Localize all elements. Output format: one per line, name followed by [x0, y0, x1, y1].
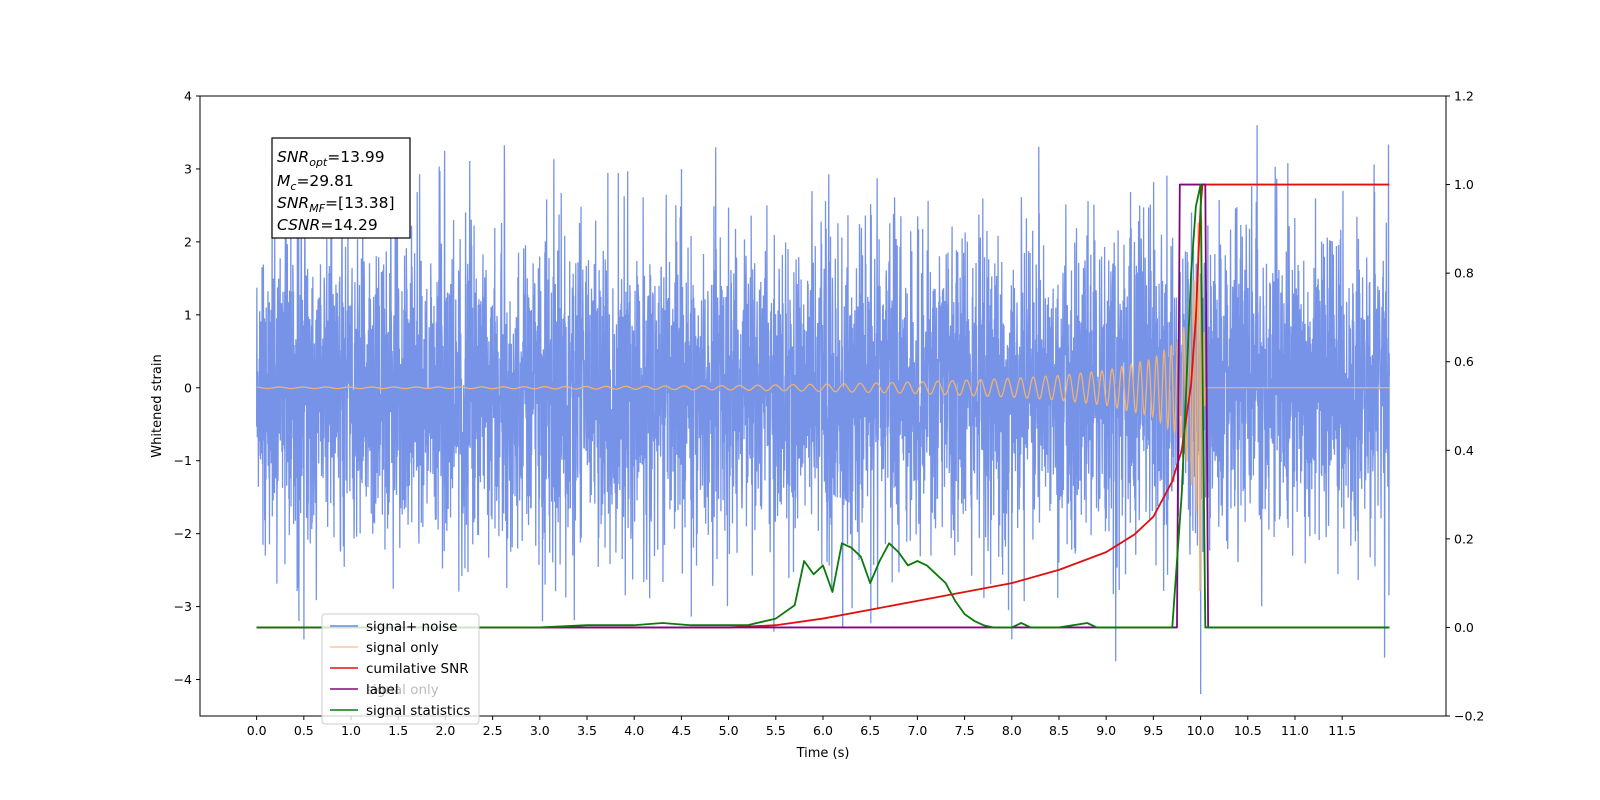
- x-tick-label: 0.0: [247, 723, 267, 738]
- y-tick-label: 2: [184, 234, 192, 249]
- x-tick-label: 11.0: [1281, 723, 1309, 738]
- y2-tick-label: 0.8: [1454, 266, 1474, 281]
- snr-mf-symbol: SNR: [277, 194, 309, 212]
- snr-opt-subscript: opt: [309, 156, 328, 169]
- snr-mf-value: =[13.38]: [325, 194, 394, 212]
- x-tick-label: 9.0: [1096, 723, 1116, 738]
- y-tick-label: 4: [184, 89, 192, 104]
- x-tick-label: 5.5: [766, 723, 786, 738]
- x-tick-label: 2.0: [435, 723, 455, 738]
- x-tick-label: 6.5: [860, 723, 880, 738]
- legend-label-signal-noise: signal+ noise: [366, 619, 457, 635]
- legend-label-signal-statistics: signal statistics: [366, 703, 470, 719]
- x-tick-label: 10.0: [1187, 723, 1215, 738]
- x-tick-label: 1.5: [388, 723, 408, 738]
- y-axis-right: 1.2 1.0 0.8 0.6 0.4 0.2 0.0 −0.2: [1446, 89, 1484, 724]
- series-cumulative-snr-line: [256, 183, 1390, 629]
- y-axis-label: Whitened strain: [150, 354, 165, 457]
- x-tick-label: 7.5: [955, 723, 975, 738]
- mc-subscript: c: [290, 180, 296, 193]
- y-tick-label: 3: [184, 161, 192, 176]
- mc-symbol: M: [277, 172, 290, 190]
- y-tick-label: 0: [184, 380, 192, 395]
- annotation-box: SNRopt=13.99 Mc=29.81 SNRMF=[13.38] CSNR…: [271, 137, 411, 239]
- x-tick-label: 11.5: [1328, 723, 1356, 738]
- legend-label-cumulative-snr: cumilative SNR: [366, 661, 469, 677]
- snr-opt-value: =13.99: [327, 148, 384, 166]
- y2-tick-label: 0.4: [1454, 443, 1474, 458]
- y2-tick-label: 0.2: [1454, 531, 1474, 546]
- legend-label-label: label: [366, 682, 399, 698]
- x-tick-label: 6.0: [813, 723, 833, 738]
- annotation-snr-mf: SNRMF=[13.38]: [277, 194, 395, 215]
- series-signal-only-line: [256, 218, 1390, 592]
- annotation-chirp-mass: Mc=29.81: [277, 172, 354, 193]
- y2-tick-label: 1.2: [1454, 89, 1474, 104]
- legend-frame: [321, 613, 480, 725]
- legend-label-hidden-signal-only: signal only: [366, 682, 439, 698]
- annotation-frame: [271, 137, 411, 239]
- x-axis-label: Time (s): [796, 746, 850, 761]
- y2-tick-label: 0.0: [1454, 620, 1474, 635]
- x-tick-label: 8.5: [1049, 723, 1069, 738]
- y2-tick-label: 1.0: [1454, 177, 1474, 192]
- x-tick-label: 4.0: [624, 723, 644, 738]
- snr-opt-symbol: SNR: [277, 148, 309, 166]
- series-signal-statistics-line: [256, 183, 1390, 629]
- x-tick-label: 5.0: [719, 723, 739, 738]
- x-tick-label: 8.0: [1002, 723, 1022, 738]
- y-axis-left: 4 3 2 1 0 −1 −2 −3 −4: [174, 89, 200, 687]
- y-tick-label: −2: [174, 526, 192, 541]
- y2-tick-label: −0.2: [1454, 709, 1484, 724]
- x-tick-label: 3.5: [577, 723, 597, 738]
- annotation-snr-opt: SNRopt=13.99: [277, 148, 385, 169]
- legend-label-signal-only: signal only: [366, 640, 439, 656]
- plot-area: [255, 125, 1391, 695]
- y-tick-label: 1: [184, 307, 192, 322]
- x-tick-label: 3.0: [530, 723, 550, 738]
- legend: signal+ noise signal only cumilative SNR…: [321, 613, 480, 725]
- y-tick-label: −3: [174, 599, 192, 614]
- y-tick-label: −4: [174, 672, 192, 687]
- mc-value: =29.81: [296, 172, 353, 190]
- y2-tick-label: 0.6: [1454, 354, 1474, 369]
- x-tick-label: 7.0: [907, 723, 927, 738]
- x-tick-label: 4.5: [671, 723, 691, 738]
- snr-mf-subscript: MF: [309, 202, 325, 215]
- x-axis: 0.0 0.5 1.0 1.5 2.0 2.5 3.0 3.5 4.0 4.5 5.0 5.5 6.0 6…: [247, 716, 1356, 738]
- y-tick-label: −1: [174, 453, 192, 468]
- csnr-value: =14.29: [320, 216, 377, 234]
- x-tick-label: 1.0: [341, 723, 361, 738]
- csnr-symbol: CSNR: [277, 216, 320, 234]
- x-tick-label: 0.5: [294, 723, 314, 738]
- x-tick-label: 10.5: [1234, 723, 1262, 738]
- annotation-csnr: CSNR=14.29: [277, 216, 378, 234]
- x-tick-label: 2.5: [483, 723, 503, 738]
- x-tick-label: 9.5: [1143, 723, 1163, 738]
